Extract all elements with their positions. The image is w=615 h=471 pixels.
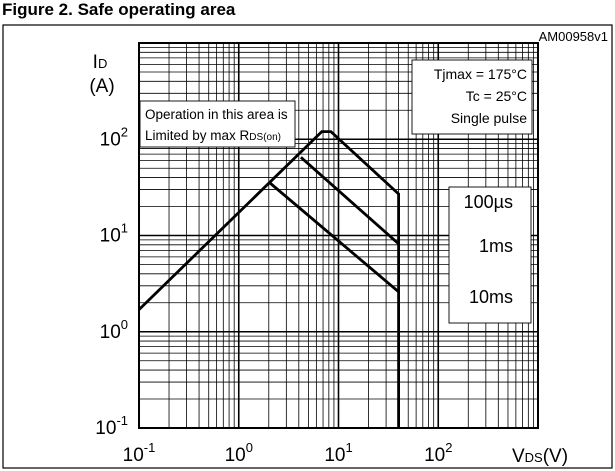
y-tick-label: 101 — [100, 221, 128, 247]
x-tick-label: 10-1 — [123, 440, 156, 466]
condition-tjmax: Tjmax = 175°C — [434, 66, 527, 82]
figure-title: Figure 2. Safe operating area — [2, 0, 236, 19]
conditions-box: Tjmax = 175°C Tc = 25°C Single pulse — [411, 59, 533, 135]
condition-pulse: Single pulse — [451, 110, 527, 126]
x-tick-label: 102 — [424, 440, 452, 466]
tick-labels: 10-1 100 101 102 10-1 100 101 102 — [95, 124, 452, 466]
condition-tc: Tc = 25°C — [466, 88, 527, 104]
curve-label-1ms: 1ms — [479, 236, 513, 256]
x-tick-label: 101 — [324, 440, 352, 466]
curve-label-100us: 100µs — [464, 192, 513, 212]
x-tick-label: 100 — [225, 440, 253, 466]
series-group — [138, 130, 401, 428]
y-axis-label: ID — [93, 52, 108, 73]
curve-label-10ms: 10ms — [469, 287, 513, 307]
soa-curve-0 — [138, 130, 401, 428]
soa-curve-1 — [299, 156, 400, 245]
y-tick-label: 102 — [100, 124, 128, 150]
soa-curve-2 — [267, 180, 400, 293]
plot-border — [138, 42, 539, 429]
x-axis-label: VDS(V) — [512, 446, 568, 467]
annotation-line1: Operation in this area is — [145, 107, 288, 122]
y-tick-label: 100 — [100, 317, 128, 343]
figure-code: AM00958v1 — [539, 29, 608, 44]
rdson-annotation: Operation in this area is Limited by max… — [139, 100, 296, 148]
annotation-line2: Limited by max RDS(on) — [145, 128, 281, 143]
curve-labels: 100µs 1ms 10ms — [448, 186, 532, 324]
y-axis-unit: (A) — [89, 76, 114, 97]
figure-frame — [2, 24, 613, 469]
y-tick-label: 10-1 — [95, 413, 128, 439]
